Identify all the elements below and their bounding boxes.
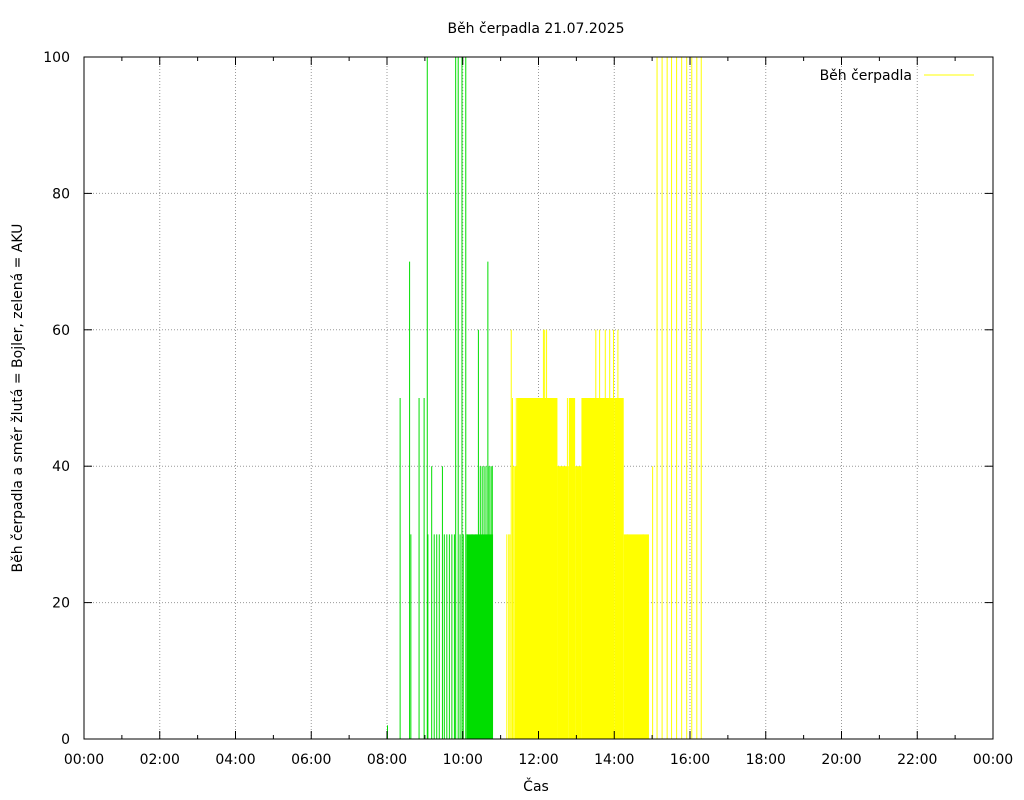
x-tick-label: 14:00: [594, 752, 634, 768]
data-block: [575, 466, 582, 739]
x-tick-label: 00:00: [973, 752, 1013, 768]
data-block: [557, 466, 569, 739]
y-tick-label: 100: [43, 50, 70, 66]
data-block: [568, 398, 576, 739]
x-tick-label: 00:00: [64, 752, 104, 768]
data-marks: [387, 57, 702, 739]
x-tick-label: 06:00: [291, 752, 331, 768]
plot-frame: [83, 56, 994, 740]
x-tick-label: 22:00: [897, 752, 937, 768]
legend: Běh čerpadla: [820, 68, 974, 84]
x-tick-label: 16:00: [670, 752, 710, 768]
x-tick-label: 02:00: [140, 752, 180, 768]
legend-label: Běh čerpadla: [820, 68, 912, 84]
x-axis-label: Čas: [523, 777, 549, 795]
y-axis-label: Běh čerpadla a směr žlutá = Bojler, zele…: [10, 224, 26, 573]
y-tick-label: 60: [52, 323, 70, 339]
data-block: [614, 398, 624, 739]
x-tick-label: 10:00: [443, 752, 483, 768]
x-tick-label: 20:00: [821, 752, 861, 768]
y-tick-label: 20: [52, 596, 70, 612]
x-tick-label: 08:00: [367, 752, 407, 768]
y-tick-label: 0: [61, 732, 70, 748]
tick-labels: 0 20 40 60 80 100 00:00 02:00 04:00 06:00 08:00 10:…: [43, 50, 1013, 768]
data-block: [538, 398, 558, 739]
x-tick-label: 12:00: [518, 752, 558, 768]
y-tick-label: 40: [52, 459, 70, 475]
y-tick-label: 80: [52, 186, 70, 202]
data-block: [581, 398, 615, 739]
x-tick-label: 18:00: [746, 752, 786, 768]
data-block: [623, 534, 649, 739]
chart-title: Běh čerpadla 21.07.2025: [447, 21, 624, 37]
x-tick-label: 04:00: [215, 752, 255, 768]
